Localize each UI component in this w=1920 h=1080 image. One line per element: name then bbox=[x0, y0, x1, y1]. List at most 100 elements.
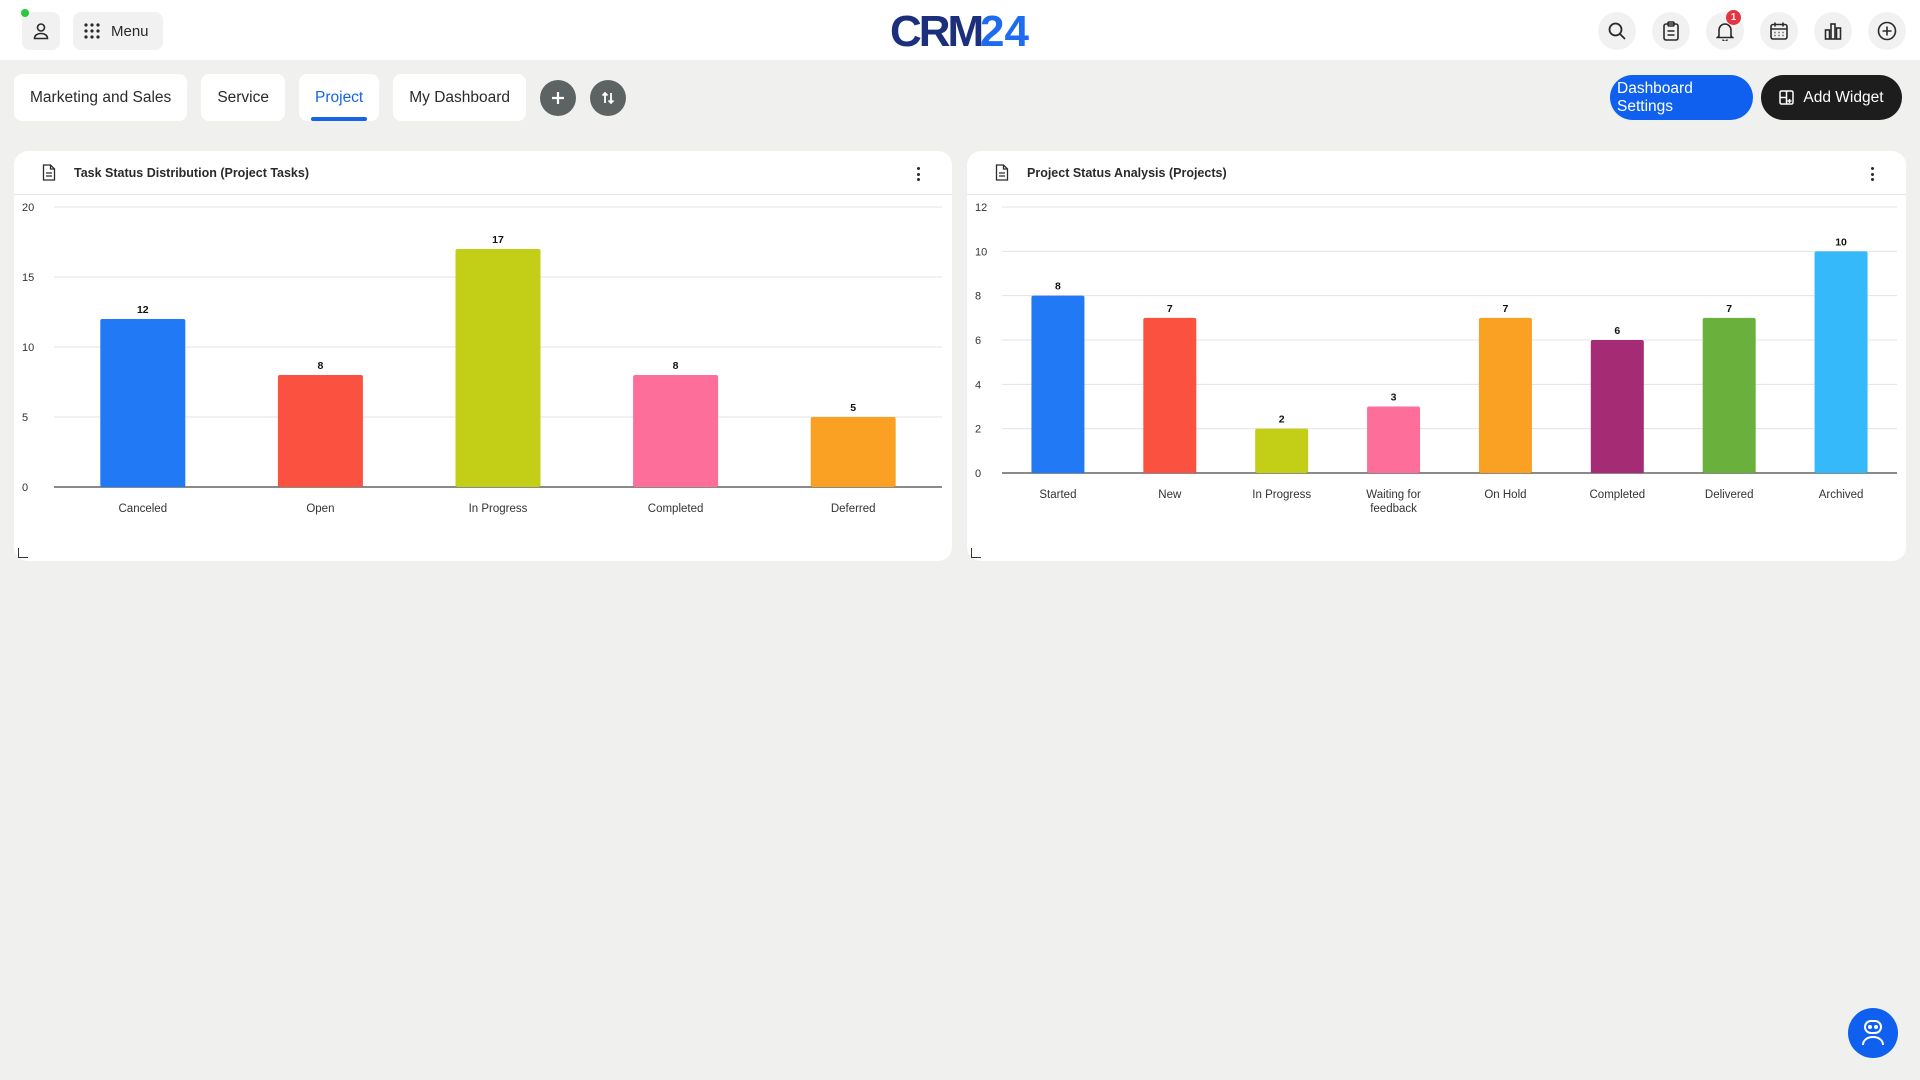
y-tick-label: 12 bbox=[975, 202, 987, 214]
clipboard-icon bbox=[1663, 21, 1679, 41]
bell-icon bbox=[1716, 23, 1734, 41]
x-tick-label: Started bbox=[1039, 489, 1076, 501]
user-profile-button[interactable] bbox=[22, 12, 60, 50]
plus-icon bbox=[552, 91, 565, 104]
data-label: 6 bbox=[1614, 325, 1620, 337]
calendar-button[interactable] bbox=[1760, 12, 1798, 50]
tab-label: Service bbox=[217, 88, 269, 106]
bar bbox=[1367, 406, 1421, 473]
widget-options-button[interactable] bbox=[912, 165, 924, 183]
x-tick-label: Waiting for bbox=[1366, 489, 1421, 501]
y-tick-label: 10 bbox=[975, 246, 987, 258]
assistant-icon bbox=[1862, 1020, 1884, 1046]
bar bbox=[1702, 317, 1756, 473]
y-tick-label: 10 bbox=[22, 342, 34, 354]
data-label: 8 bbox=[317, 360, 323, 372]
x-tick-label: In Progress bbox=[469, 503, 528, 515]
resize-handle[interactable] bbox=[18, 548, 28, 558]
svg-text:CRM: CRM bbox=[890, 7, 982, 54]
y-tick-label: 5 bbox=[22, 412, 28, 424]
search-button[interactable] bbox=[1598, 12, 1636, 50]
chart-icon bbox=[1824, 23, 1842, 40]
data-label: 3 bbox=[1391, 392, 1397, 404]
svg-text:24: 24 bbox=[980, 7, 1029, 54]
widget-title: Project Status Analysis (Projects) bbox=[1027, 165, 1227, 180]
tab-label: Project bbox=[315, 88, 364, 106]
data-label: 7 bbox=[1503, 303, 1509, 315]
reorder-dashboards-button[interactable] bbox=[590, 79, 627, 116]
user-icon bbox=[33, 23, 49, 40]
widget-options-button[interactable] bbox=[1866, 165, 1878, 183]
x-tick-label: Deferred bbox=[831, 503, 876, 515]
data-label: 8 bbox=[673, 360, 679, 372]
y-tick-label: 0 bbox=[975, 468, 981, 480]
dashboard-settings-button[interactable]: Dashboard Settings bbox=[1610, 75, 1753, 120]
bar bbox=[1814, 251, 1868, 473]
x-tick-label: Canceled bbox=[119, 503, 168, 515]
x-tick-label: In Progress bbox=[1252, 489, 1311, 501]
add-widget-button[interactable]: Add Widget bbox=[1761, 75, 1902, 120]
tab-service[interactable]: Service bbox=[201, 74, 285, 121]
add-widget-icon bbox=[1779, 90, 1795, 105]
data-label: 2 bbox=[1279, 414, 1285, 426]
y-tick-label: 20 bbox=[22, 202, 34, 214]
data-label: 17 bbox=[492, 234, 504, 246]
tab-project[interactable]: Project bbox=[299, 74, 380, 121]
resize-handle[interactable] bbox=[971, 548, 981, 558]
x-tick-label: Archived bbox=[1819, 489, 1864, 501]
create-button[interactable] bbox=[1868, 12, 1906, 50]
crm24-logo[interactable]: CRM 24 bbox=[888, 6, 1038, 54]
tab-label: My Dashboard bbox=[409, 88, 511, 106]
search-icon bbox=[1608, 22, 1626, 40]
bar bbox=[455, 249, 541, 487]
chat-assistant-button[interactable] bbox=[1848, 1008, 1898, 1058]
x-tick-label: Open bbox=[306, 503, 334, 515]
y-tick-label: 0 bbox=[22, 482, 28, 494]
bar bbox=[1143, 317, 1197, 473]
y-tick-label: 2 bbox=[975, 424, 981, 436]
x-tick-label: On Hold bbox=[1484, 489, 1526, 501]
tab-label: Marketing and Sales bbox=[30, 88, 172, 106]
menu-button[interactable]: Menu bbox=[73, 12, 163, 50]
data-label: 7 bbox=[1726, 303, 1732, 315]
y-tick-label: 15 bbox=[22, 272, 34, 284]
bar bbox=[277, 375, 363, 487]
add-dashboard-button[interactable] bbox=[540, 79, 577, 116]
tab-my-dashboard[interactable]: My Dashboard bbox=[393, 74, 527, 121]
widget-task-status-distribution: Task Status Distribution (Project Tasks)… bbox=[14, 151, 952, 561]
widget-title: Task Status Distribution (Project Tasks) bbox=[74, 165, 310, 180]
x-tick-label: New bbox=[1158, 489, 1182, 501]
reports-button[interactable] bbox=[1814, 12, 1852, 50]
bar bbox=[810, 417, 896, 487]
data-label: 7 bbox=[1167, 303, 1173, 315]
top-bar: Menu CRM 24 1 bbox=[0, 0, 1920, 60]
tasks-button[interactable] bbox=[1652, 12, 1690, 50]
document-icon bbox=[42, 164, 56, 181]
x-tick-label: Completed bbox=[1590, 489, 1646, 501]
data-label: 5 bbox=[850, 402, 856, 414]
grid-icon bbox=[84, 23, 100, 39]
dashboard-tabs: Marketing and Sales Service Project My D… bbox=[14, 74, 627, 121]
menu-label: Menu bbox=[111, 22, 149, 40]
x-tick-label: feedback bbox=[1370, 503, 1417, 515]
online-status-dot bbox=[21, 9, 29, 17]
tab-marketing-and-sales[interactable]: Marketing and Sales bbox=[14, 74, 188, 121]
document-icon bbox=[995, 164, 1009, 181]
x-tick-label: Delivered bbox=[1705, 489, 1754, 501]
bar bbox=[100, 319, 186, 487]
bar bbox=[1255, 428, 1309, 473]
x-tick-label: Completed bbox=[648, 503, 704, 515]
y-tick-label: 6 bbox=[975, 335, 981, 347]
data-label: 8 bbox=[1055, 281, 1061, 293]
widget-project-status-analysis: Project Status Analysis (Projects) 0 2 4 6 8… bbox=[967, 151, 1906, 561]
project-status-bar-chart: 0 2 4 6 8 10 12 8 Started 7 New 2 In Progress 3 Waitin… bbox=[975, 202, 1897, 515]
y-tick-label: 4 bbox=[975, 379, 981, 391]
bar bbox=[1031, 295, 1085, 473]
notifications-button[interactable]: 1 bbox=[1706, 10, 1744, 50]
bar bbox=[1590, 340, 1644, 473]
bar bbox=[1478, 317, 1532, 473]
widget-header: Project Status Analysis (Projects) bbox=[967, 151, 1906, 195]
swap-arrows-icon bbox=[601, 91, 615, 104]
data-label: 10 bbox=[1835, 236, 1847, 248]
active-tab-indicator bbox=[311, 117, 368, 121]
